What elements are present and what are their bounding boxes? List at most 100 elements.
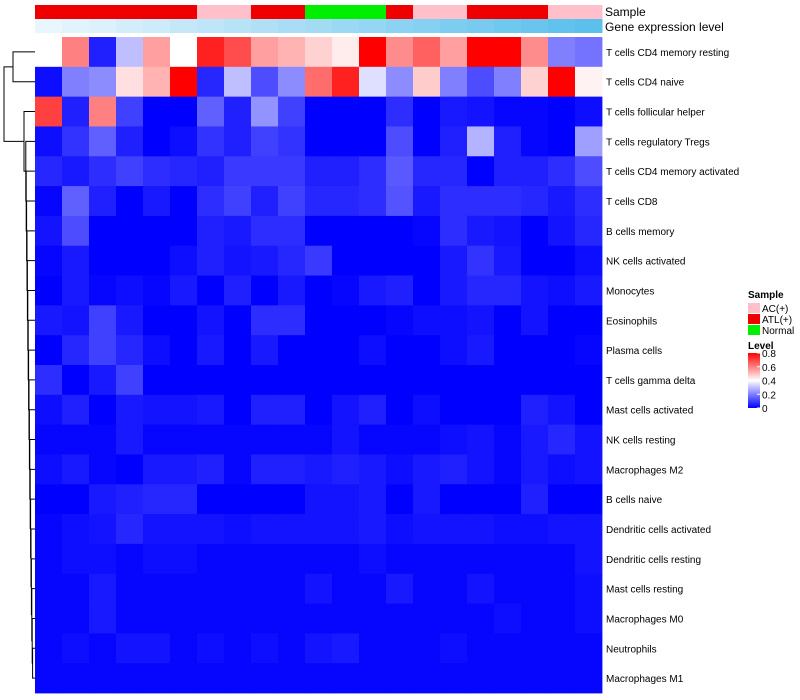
- heatmap-cell: [89, 514, 117, 545]
- heatmap-cell: [386, 245, 414, 276]
- heatmap-cell: [386, 484, 414, 515]
- heatmap-cell: [197, 633, 225, 664]
- heatmap-cell: [575, 365, 603, 396]
- heatmap-cell: [62, 633, 90, 664]
- heatmap-cell: [251, 96, 279, 127]
- heatmap-cell: [89, 454, 117, 485]
- heatmap-cell: [116, 126, 144, 157]
- heatmap-cell: [62, 424, 90, 455]
- row-label: T cells follicular helper: [606, 108, 705, 119]
- heatmap-cell: [440, 424, 468, 455]
- heatmap-cell: [224, 66, 252, 98]
- heatmap-cell: [548, 394, 576, 426]
- dendrogram-branch: [31, 588, 35, 642]
- heatmap-cell: [170, 365, 198, 396]
- heatmap-cell: [143, 215, 171, 247]
- heatmap-cell: [170, 156, 198, 187]
- heatmap-cell: [197, 186, 225, 217]
- heatmap-cell: [467, 275, 495, 306]
- heatmap-cell: [413, 484, 441, 515]
- heatmap-cell: [89, 573, 117, 604]
- heatmap-cell: [224, 335, 252, 366]
- heatmap-cell: [386, 126, 414, 157]
- heatmap-cell: [224, 514, 252, 545]
- heatmap-cell: [170, 215, 198, 247]
- heatmap-cell: [440, 96, 468, 127]
- heatmap-cell: [278, 215, 306, 247]
- heatmap-cell: [359, 305, 387, 336]
- heatmap-cell: [89, 215, 117, 247]
- sample-annotation-cell: [494, 5, 522, 19]
- heatmap-cell: [548, 305, 576, 336]
- heatmap-cell: [89, 633, 117, 664]
- heatmap-cell: [251, 365, 279, 396]
- heatmap-cell: [251, 603, 279, 634]
- heatmap-cell: [494, 394, 522, 426]
- heatmap-cell: [62, 573, 90, 604]
- heatmap-cell: [197, 514, 225, 545]
- heatmap-cell: [548, 454, 576, 485]
- row-label: Mast cells activated: [606, 406, 693, 417]
- heatmap-cell: [251, 335, 279, 366]
- heatmap-cell: [494, 215, 522, 247]
- heatmap-cell: [170, 514, 198, 545]
- heatmap-cell: [359, 484, 387, 515]
- heatmap-cell: [62, 245, 90, 276]
- heatmap-cell: [116, 305, 144, 336]
- heatmap-cell: [494, 156, 522, 187]
- heatmap-cell: [575, 66, 603, 98]
- heatmap-cell: [440, 633, 468, 664]
- heatmap-cell: [224, 37, 252, 68]
- row-label: Macrophages M0: [606, 614, 684, 625]
- dendrogram-branch: [32, 647, 35, 679]
- heatmap-cell: [305, 245, 333, 276]
- heatmap-cell: [521, 514, 549, 545]
- heatmap-cell: [386, 514, 414, 545]
- heatmap-cell: [413, 514, 441, 545]
- heatmap-cell: [467, 245, 495, 276]
- heatmap-cell: [548, 573, 576, 604]
- heatmap-cell: [305, 663, 333, 694]
- row-label: Monocytes: [606, 286, 654, 297]
- heatmap-cell: [305, 305, 333, 336]
- heatmap-cell: [278, 126, 306, 157]
- expression-annotation-cell: [467, 19, 495, 33]
- heatmap-cell: [35, 663, 63, 694]
- sample-annotation-cell: [413, 5, 441, 19]
- heatmap-cell: [467, 573, 495, 604]
- heatmap-cell: [494, 663, 522, 694]
- heatmap-cell: [197, 305, 225, 336]
- row-label: Eosinophils: [606, 316, 657, 327]
- heatmap-cell: [305, 603, 333, 634]
- expression-annotation-cell: [359, 19, 387, 33]
- heatmap-cell: [35, 394, 63, 426]
- heatmap-cell: [62, 335, 90, 366]
- heatmap-cell: [143, 335, 171, 366]
- heatmap-cell: [386, 573, 414, 604]
- heatmap-cell: [548, 156, 576, 187]
- heatmap-cell: [494, 305, 522, 336]
- heatmap-cell: [89, 186, 117, 217]
- heatmap-cell: [440, 454, 468, 485]
- heatmap-cell: [575, 305, 603, 336]
- heatmap-cell: [332, 573, 360, 604]
- heatmap-cell: [116, 514, 144, 545]
- heatmap-cell: [197, 543, 225, 575]
- heatmap-cell: [278, 484, 306, 515]
- heatmap-cell: [35, 603, 63, 634]
- heatmap-cell: [224, 245, 252, 276]
- heatmap-cell: [305, 156, 333, 187]
- heatmap-cell: [35, 156, 63, 187]
- heatmap-cell: [386, 394, 414, 426]
- heatmap-cell: [494, 633, 522, 664]
- heatmap-cell: [278, 633, 306, 664]
- heatmap-cell: [143, 365, 171, 396]
- heatmap-cell: [305, 543, 333, 575]
- heatmap-cell: [143, 96, 171, 127]
- heatmap-cell: [251, 633, 279, 664]
- heatmap-cell: [413, 37, 441, 68]
- heatmap-cell: [467, 365, 495, 396]
- heatmap-cell: [278, 454, 306, 485]
- heatmap-cell: [521, 663, 549, 694]
- heatmap-cell: [494, 275, 522, 306]
